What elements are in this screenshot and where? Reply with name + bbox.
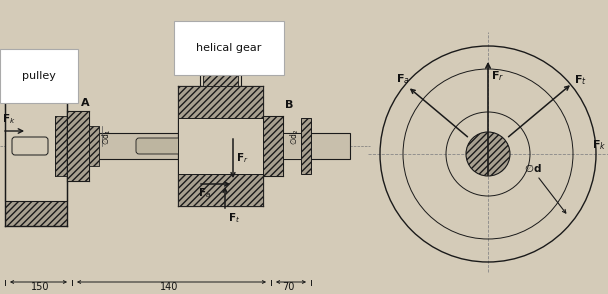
Polygon shape bbox=[178, 118, 263, 174]
Text: $\emptyset$d$_2$: $\emptyset$d$_2$ bbox=[288, 128, 300, 144]
Polygon shape bbox=[5, 201, 67, 226]
Polygon shape bbox=[89, 126, 99, 166]
Polygon shape bbox=[263, 116, 283, 176]
Text: F$_r$: F$_r$ bbox=[491, 69, 504, 83]
Text: F$_t$: F$_t$ bbox=[575, 73, 587, 87]
Text: 150: 150 bbox=[31, 282, 49, 292]
Text: helical gear: helical gear bbox=[196, 43, 261, 53]
Text: F$_t$: F$_t$ bbox=[228, 211, 240, 225]
Polygon shape bbox=[67, 133, 350, 159]
Polygon shape bbox=[178, 86, 263, 118]
Text: A: A bbox=[81, 98, 89, 108]
Text: F$_k$: F$_k$ bbox=[592, 138, 606, 152]
Polygon shape bbox=[5, 91, 67, 201]
Text: 70: 70 bbox=[282, 282, 294, 292]
Text: 140: 140 bbox=[160, 282, 178, 292]
Text: $\emptyset$d$_1$: $\emptyset$d$_1$ bbox=[100, 128, 112, 144]
Polygon shape bbox=[5, 66, 67, 91]
Polygon shape bbox=[283, 133, 301, 159]
Polygon shape bbox=[301, 118, 311, 174]
Text: pulley: pulley bbox=[22, 71, 56, 81]
Text: B: B bbox=[285, 100, 294, 110]
Polygon shape bbox=[55, 116, 67, 176]
Circle shape bbox=[466, 132, 510, 176]
Polygon shape bbox=[67, 111, 89, 181]
Text: $\emptyset$d: $\emptyset$d bbox=[524, 162, 542, 174]
Text: F$_a$: F$_a$ bbox=[396, 73, 410, 86]
Text: F$_r$: F$_r$ bbox=[236, 151, 249, 165]
FancyBboxPatch shape bbox=[12, 137, 48, 155]
Text: F$_a$: F$_a$ bbox=[198, 186, 211, 200]
Polygon shape bbox=[203, 64, 238, 86]
Text: F$_k$: F$_k$ bbox=[2, 112, 16, 126]
Polygon shape bbox=[178, 174, 263, 206]
FancyBboxPatch shape bbox=[136, 138, 214, 154]
